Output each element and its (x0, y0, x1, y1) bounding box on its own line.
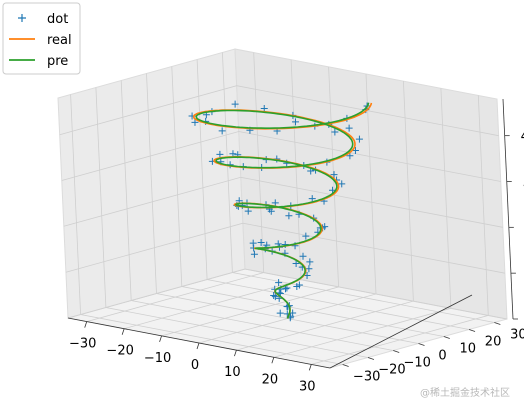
x-tick-mark (84, 321, 88, 328)
tick-labels: −30−20−100102030−30−20−10010203001020304… (69, 130, 524, 395)
x-tick-label: 20 (262, 372, 279, 387)
scatter-point (271, 293, 279, 301)
y-axis-line (329, 294, 473, 369)
legend-marker-dot (18, 14, 26, 22)
x-tick-mark (234, 350, 237, 357)
y-tick-label: −20 (378, 363, 405, 378)
y-tick-mark (418, 343, 425, 346)
y-tick-label: 30 (510, 328, 524, 343)
scatter-point (295, 281, 303, 289)
x-tick-label: −10 (144, 351, 171, 366)
y-tick-label: −30 (353, 370, 380, 385)
y-tick-label: −10 (403, 356, 430, 371)
scatter-point (260, 104, 268, 112)
y-tick-mark (494, 322, 501, 325)
scatter-point (306, 258, 314, 266)
scatter-point (291, 118, 299, 126)
y-tick-mark (342, 364, 349, 367)
y-tick-label: 20 (485, 335, 502, 350)
scatter-point (231, 100, 239, 108)
grid-lines (59, 52, 514, 369)
scatter-point (282, 285, 290, 293)
x-tick-label: 0 (191, 358, 199, 373)
x-tick-label: 30 (299, 379, 316, 394)
scatter-point (308, 195, 316, 203)
z-tick-label: 30 (523, 176, 524, 191)
scatter-point (271, 199, 279, 207)
z-grid-line (59, 85, 499, 137)
y-tick-mark (443, 336, 450, 339)
scatter-point (331, 128, 339, 136)
scatter-point (191, 118, 199, 126)
scatter-point (299, 252, 307, 260)
y-tick-label: 0 (438, 349, 446, 364)
scatter-point (338, 180, 346, 188)
y-tick-label: 10 (460, 342, 477, 357)
scatter-point (244, 207, 252, 215)
scatter-point (257, 239, 265, 247)
z-grid-line (67, 268, 508, 320)
z-grid-line (63, 176, 503, 228)
scatter-point (355, 135, 363, 143)
legend: dot real pre (2, 2, 81, 75)
scatter-point (275, 279, 283, 287)
legend-label-pre: pre (47, 54, 68, 69)
scatter-point (229, 150, 237, 158)
x-tick-label: −20 (106, 344, 133, 359)
y-tick-mark (468, 329, 476, 332)
x-tick-mark (121, 328, 125, 335)
scatter-point (218, 127, 226, 135)
z-grid-line (61, 131, 501, 182)
watermark: @稀土掘金技术社区 (420, 386, 510, 399)
y-tick-mark (393, 350, 400, 353)
x-tick-label: 10 (224, 365, 241, 380)
y-tick-mark (367, 357, 375, 360)
scatter-point (330, 171, 338, 179)
x-tick-label: −30 (69, 337, 96, 352)
data-series (188, 100, 373, 322)
z-grid-line (65, 222, 505, 274)
series-line-pre (195, 102, 370, 319)
scatter-point (285, 212, 293, 220)
z-tick-label: 40 (521, 130, 524, 145)
scatter-point (345, 124, 353, 132)
x-tick-mark (308, 364, 312, 371)
legend-label-dot: dot (47, 12, 68, 27)
scatter-point (305, 265, 313, 273)
legend-label-real: real (47, 33, 72, 48)
scatter-point (216, 150, 224, 158)
x-tick-mark (159, 335, 162, 342)
scatter-point (250, 250, 258, 258)
scatter-point (292, 260, 300, 268)
scatter-point (270, 291, 278, 299)
x-tick-mark (196, 342, 200, 350)
scatter-point (302, 232, 310, 240)
x-tick-mark (271, 357, 275, 364)
scatter-point (276, 309, 284, 317)
